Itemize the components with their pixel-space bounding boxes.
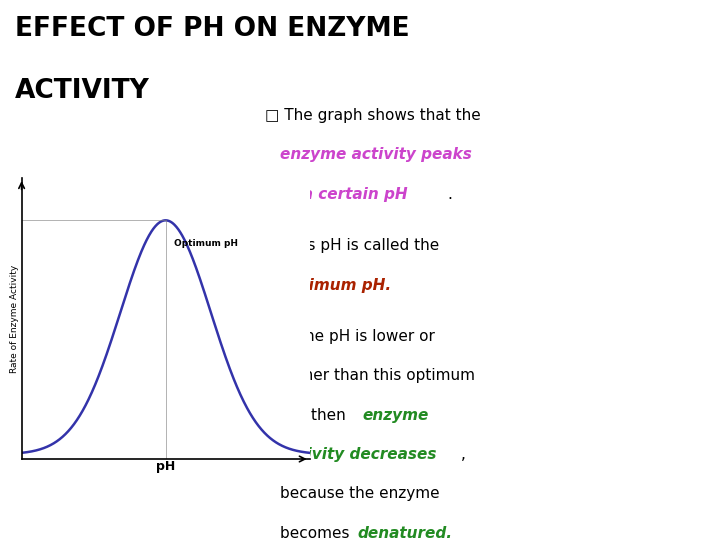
Text: enzyme: enzyme xyxy=(362,408,428,423)
Y-axis label: Rate of Enzyme Activity: Rate of Enzyme Activity xyxy=(10,265,19,373)
Text: Optimum pH: Optimum pH xyxy=(174,239,238,248)
Text: ,: , xyxy=(462,447,466,462)
Text: pH, then: pH, then xyxy=(280,408,351,423)
Text: EFFECT OF PH ON ENZYME: EFFECT OF PH ON ENZYME xyxy=(15,16,410,42)
Text: □ If the pH is lower or: □ If the pH is lower or xyxy=(265,329,435,344)
Text: activity decreases: activity decreases xyxy=(280,447,436,462)
Text: higher than this optimum: higher than this optimum xyxy=(280,368,475,383)
X-axis label: pH: pH xyxy=(156,461,175,474)
Text: becomes: becomes xyxy=(280,526,354,540)
Text: enzyme activity peaks: enzyme activity peaks xyxy=(280,147,472,163)
Text: optimum pH.: optimum pH. xyxy=(280,278,391,293)
Text: □ The graph shows that the: □ The graph shows that the xyxy=(265,108,480,123)
Text: □ This pH is called the: □ This pH is called the xyxy=(265,238,439,253)
Text: at a certain pH: at a certain pH xyxy=(280,187,408,202)
Text: because the enzyme: because the enzyme xyxy=(280,487,439,502)
Text: ACTIVITY: ACTIVITY xyxy=(15,78,150,104)
Text: denatured.: denatured. xyxy=(358,526,453,540)
Text: .: . xyxy=(447,187,452,202)
